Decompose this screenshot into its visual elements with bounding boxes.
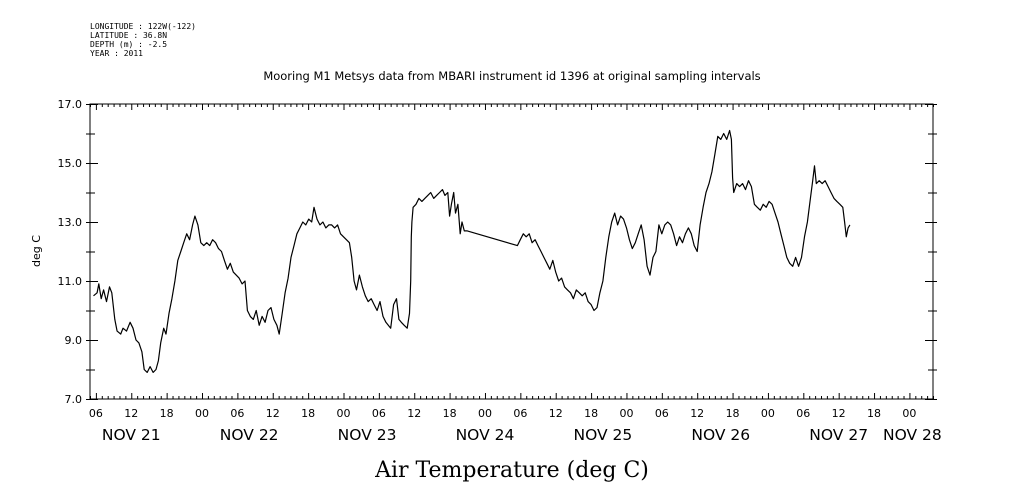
- axis-ticks: [86, 104, 937, 400]
- header-depth: DEPTH (m) : -2.5: [90, 40, 168, 49]
- x-day-label: NOV 28: [883, 426, 942, 444]
- x-hour-label: 00: [336, 407, 350, 420]
- series-line-0: [93, 129, 851, 373]
- x-hour-label: 06: [513, 407, 527, 420]
- y-tick-label: 15.0: [58, 157, 83, 170]
- y-axis-label: deg C: [30, 235, 43, 267]
- axis-tick-labels: 7.0 9.0 11.0 13.0 15.0 17.0 06 12 18 00 06 12 18 00 06…: [58, 98, 942, 444]
- x-hour-label: 12: [124, 407, 138, 420]
- x-hour-label: 12: [690, 407, 704, 420]
- y-tick-label: 17.0: [58, 98, 83, 111]
- header-latitude: LATITUDE : 36.8N: [90, 31, 168, 40]
- y-tick-label: 13.0: [58, 216, 83, 229]
- x-hour-label: 00: [619, 407, 633, 420]
- x-hour-label: 12: [549, 407, 563, 420]
- data-series: [93, 129, 851, 373]
- x-day-label: NOV 27: [809, 426, 868, 444]
- x-day-label: NOV 24: [456, 426, 515, 444]
- x-axis-label: Air Temperature (deg C): [374, 458, 649, 483]
- x-hour-label: 18: [301, 407, 315, 420]
- x-hour-label: 06: [89, 407, 103, 420]
- x-hour-label: 18: [867, 407, 881, 420]
- x-hour-label: 12: [266, 407, 280, 420]
- x-day-label: NOV 26: [691, 426, 750, 444]
- x-hour-label: 00: [902, 407, 916, 420]
- x-hour-label: 18: [726, 407, 740, 420]
- header-year: YEAR : 2011: [90, 49, 143, 58]
- header-longitude: LONGITUDE : 122W(-122): [90, 22, 196, 31]
- x-hour-label: 06: [655, 407, 669, 420]
- x-day-label: NOV 25: [573, 426, 632, 444]
- x-day-label: NOV 23: [338, 426, 397, 444]
- plot-frame: [89, 103, 934, 400]
- y-tick-label: 7.0: [65, 393, 83, 406]
- x-hour-label: 18: [160, 407, 174, 420]
- x-day-label: NOV 21: [102, 426, 161, 444]
- x-hour-label: 00: [761, 407, 775, 420]
- x-hour-label: 18: [443, 407, 457, 420]
- x-hour-label: 00: [195, 407, 209, 420]
- x-hour-label: 18: [584, 407, 598, 420]
- x-hour-label: 00: [478, 407, 492, 420]
- x-hour-label: 06: [796, 407, 810, 420]
- x-hour-label: 12: [832, 407, 846, 420]
- chart-title: Mooring M1 Metsys data from MBARI instru…: [263, 69, 760, 83]
- y-tick-label: 11.0: [58, 275, 83, 288]
- y-tick-label: 9.0: [65, 334, 83, 347]
- x-day-label: NOV 22: [220, 426, 279, 444]
- x-hour-label: 06: [372, 407, 386, 420]
- x-hour-label: 06: [230, 407, 244, 420]
- x-hour-label: 12: [407, 407, 421, 420]
